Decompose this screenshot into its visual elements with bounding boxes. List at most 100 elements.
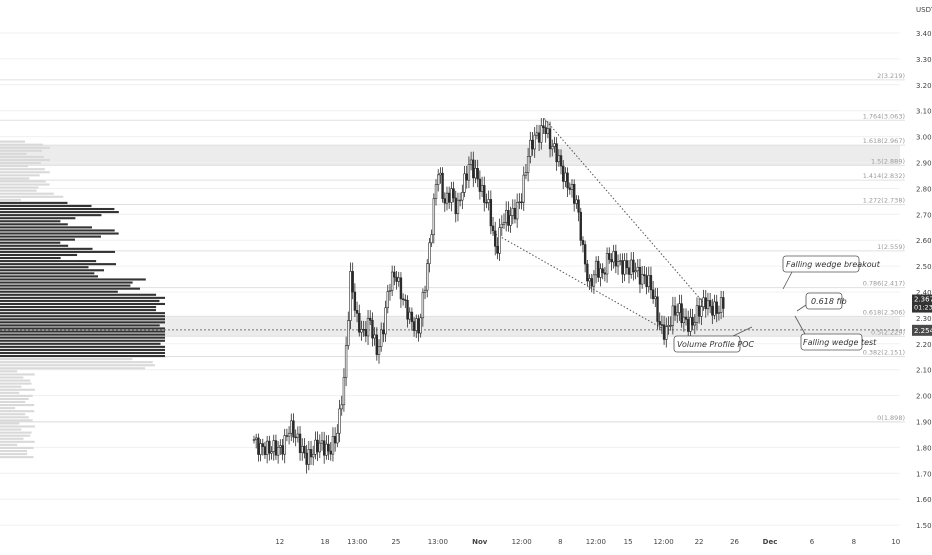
volume-profile-bar: [0, 373, 35, 376]
candle-body: [373, 334, 376, 339]
candle: [379, 322, 383, 352]
candle-body: [665, 326, 668, 340]
volume-profile-bar: [0, 397, 29, 400]
candle: [535, 124, 539, 140]
candle-body: [480, 185, 484, 192]
annotation-fib-0618[interactable]: 0.618 fib: [796, 292, 847, 312]
candle: [342, 368, 346, 412]
candle: [320, 431, 324, 451]
candle-body: [491, 225, 495, 232]
x-tick-label: 12: [275, 538, 284, 546]
candle: [548, 121, 552, 158]
candle-body: [351, 271, 354, 293]
candle: [568, 182, 571, 195]
candle-body: [537, 132, 541, 143]
annotation-falling-wedge-breakout[interactable]: Falling wedge breakout: [782, 255, 881, 290]
volume-profile-bar: [0, 152, 27, 155]
candle: [257, 433, 260, 462]
candle: [562, 160, 565, 190]
candle-body: [276, 447, 280, 456]
candle-body: [660, 324, 664, 326]
y-tick-label: 2.100: [916, 367, 932, 375]
annotation-falling-wedge-test[interactable]: Falling wedge test: [794, 315, 877, 351]
volume-profile-bar: [0, 250, 115, 253]
candle-body: [608, 253, 611, 260]
fib-label: 0.5(2.229): [871, 328, 905, 336]
candle: [382, 322, 385, 343]
candle: [632, 252, 635, 281]
candle: [362, 320, 365, 337]
candle-body: [318, 442, 321, 453]
candle-body: [272, 440, 275, 452]
volume-profile-bar: [0, 214, 102, 217]
candle: [660, 315, 664, 334]
candle: [377, 339, 381, 364]
candle: [577, 195, 580, 222]
volume-profile-bar: [0, 370, 18, 373]
volume-profile-bar: [0, 345, 165, 348]
fib-label: 2(3.219): [877, 72, 905, 80]
candle: [645, 267, 648, 295]
candle: [588, 274, 591, 291]
candle-body: [329, 450, 332, 455]
candle-body: [640, 274, 644, 285]
candle: [465, 165, 468, 189]
candle-body: [421, 292, 425, 319]
volume-profile-bar: [0, 235, 101, 238]
volume-profile-bar: [0, 272, 95, 275]
volume-profile-bar: [0, 302, 165, 306]
volume-profile-bar: [0, 443, 18, 446]
candle: [412, 317, 416, 337]
volume-profile-bar: [0, 431, 32, 434]
candle: [390, 265, 394, 296]
candle: [597, 256, 600, 283]
candle-body: [305, 452, 308, 465]
x-tick-label: 13:00: [347, 538, 367, 546]
candle-body: [347, 320, 350, 346]
candle-body: [610, 259, 613, 263]
candle-body: [314, 439, 317, 455]
candle-body: [265, 440, 269, 455]
candle-body: [533, 134, 536, 150]
candle-body: [678, 303, 681, 313]
candle: [274, 434, 278, 460]
volume-profile-bar: [0, 244, 69, 247]
candle: [272, 434, 275, 461]
y-tick-label: 3.200: [916, 82, 932, 90]
annotation-volume-profile-poc[interactable]: Volume Profile POC: [673, 326, 754, 353]
candle-body: [388, 290, 392, 292]
y-tick-label: 1.600: [916, 496, 932, 504]
annotation-pointer: [796, 304, 807, 312]
candle-body: [520, 201, 523, 204]
volume-profile-bar: [0, 168, 45, 171]
volume-profile-bar: [0, 140, 25, 143]
candle: [533, 127, 536, 158]
candle: [625, 253, 629, 275]
candle: [461, 184, 464, 210]
candle-body: [704, 297, 707, 310]
volume-profile-bar: [0, 293, 157, 296]
candle: [647, 266, 650, 293]
candle-body: [544, 127, 547, 135]
candle-body: [599, 268, 602, 278]
candle-body: [485, 202, 488, 204]
candle: [623, 253, 626, 282]
x-tick-label: 8: [558, 538, 562, 546]
candle: [640, 266, 644, 289]
volume-profile-bar: [0, 382, 32, 385]
y-tick-label: 3.000: [916, 134, 932, 142]
candle-body: [566, 172, 569, 189]
candle-body: [312, 454, 315, 458]
candle-body: [423, 289, 427, 293]
candle-body: [257, 437, 260, 455]
candle-body: [327, 443, 330, 452]
candle-body: [281, 445, 284, 455]
candle: [507, 201, 510, 232]
x-tick-label: 8: [852, 538, 856, 546]
candle-body: [474, 168, 477, 179]
candle: [290, 413, 293, 442]
candle: [279, 439, 282, 455]
candle: [366, 310, 370, 345]
volume-profile-bar: [0, 407, 16, 410]
